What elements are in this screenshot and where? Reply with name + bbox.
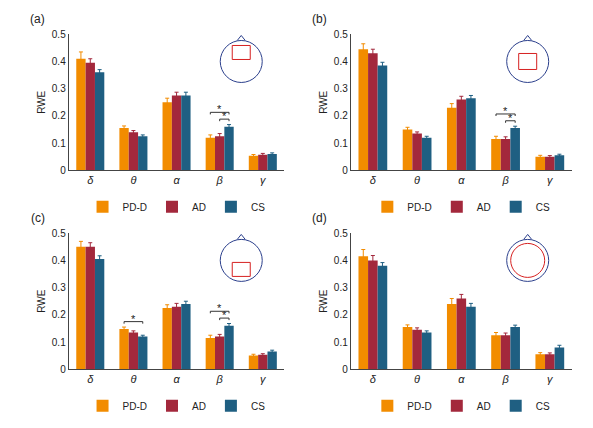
svg-text:α: α [458, 174, 465, 186]
svg-text:0: 0 [342, 364, 348, 375]
svg-text:*: * [222, 110, 227, 122]
svg-text:(d): (d) [312, 211, 327, 225]
svg-text:AD: AD [477, 202, 491, 213]
svg-text:α: α [173, 373, 180, 385]
svg-text:0.2: 0.2 [334, 110, 348, 121]
svg-text:β: β [216, 373, 224, 385]
svg-text:0.3: 0.3 [334, 83, 348, 94]
svg-text:0.1: 0.1 [334, 337, 348, 348]
svg-text:RWE: RWE [318, 289, 329, 312]
svg-text:AD: AD [192, 202, 206, 213]
svg-text:0.1: 0.1 [52, 337, 66, 348]
svg-text:PD-D: PD-D [123, 401, 147, 412]
svg-text:PD-D: PD-D [407, 401, 431, 412]
svg-text:0.4: 0.4 [52, 255, 66, 266]
svg-text:θ: θ [130, 174, 136, 186]
svg-text:(b): (b) [312, 12, 327, 26]
svg-text:0.5: 0.5 [334, 228, 348, 239]
svg-text:*: * [508, 112, 513, 124]
svg-text:γ: γ [547, 174, 554, 186]
svg-text:0.4: 0.4 [334, 56, 348, 67]
svg-text:RWE: RWE [36, 90, 47, 113]
svg-text:β: β [501, 174, 509, 186]
svg-text:δ: δ [370, 174, 377, 186]
svg-text:0.3: 0.3 [334, 282, 348, 293]
svg-text:0: 0 [342, 165, 348, 176]
svg-text:0.3: 0.3 [52, 83, 66, 94]
svg-text:*: * [217, 103, 222, 115]
svg-text:θ: θ [130, 373, 136, 385]
svg-text:0.1: 0.1 [52, 138, 66, 149]
svg-text:0.1: 0.1 [334, 138, 348, 149]
svg-text:(c): (c) [31, 211, 45, 225]
svg-text:0.5: 0.5 [52, 29, 66, 40]
svg-text:γ: γ [260, 174, 267, 186]
svg-text:AD: AD [192, 401, 206, 412]
svg-text:θ: θ [414, 174, 420, 186]
svg-text:θ: θ [414, 373, 420, 385]
svg-text:0.3: 0.3 [52, 282, 66, 293]
svg-text:CS: CS [251, 202, 265, 213]
svg-text:RWE: RWE [36, 289, 47, 312]
svg-text:δ: δ [87, 373, 94, 385]
svg-text:α: α [458, 373, 465, 385]
svg-text:AD: AD [477, 401, 491, 412]
svg-text:PD-D: PD-D [123, 202, 147, 213]
svg-text:0: 0 [60, 165, 66, 176]
svg-text:0: 0 [60, 364, 66, 375]
svg-text:0.2: 0.2 [52, 309, 66, 320]
svg-text:δ: δ [87, 174, 94, 186]
svg-text:β: β [501, 373, 509, 385]
svg-text:RWE: RWE [318, 90, 329, 113]
svg-text:γ: γ [260, 373, 267, 385]
svg-text:CS: CS [536, 401, 550, 412]
svg-text:β: β [216, 174, 224, 186]
svg-text:CS: CS [251, 401, 265, 412]
svg-text:α: α [173, 174, 180, 186]
svg-text:γ: γ [547, 373, 554, 385]
svg-text:*: * [222, 309, 227, 321]
svg-text:CS: CS [536, 202, 550, 213]
svg-text:0.4: 0.4 [52, 56, 66, 67]
svg-text:0.5: 0.5 [52, 228, 66, 239]
svg-text:0.2: 0.2 [334, 309, 348, 320]
svg-text:*: * [131, 313, 136, 325]
svg-text:*: * [217, 302, 222, 314]
svg-text:*: * [503, 105, 508, 117]
svg-text:(a): (a) [30, 12, 45, 26]
svg-text:0.4: 0.4 [334, 255, 348, 266]
svg-text:PD-D: PD-D [407, 202, 431, 213]
svg-text:0.5: 0.5 [334, 29, 348, 40]
svg-text:δ: δ [370, 373, 377, 385]
svg-text:0.2: 0.2 [52, 110, 66, 121]
